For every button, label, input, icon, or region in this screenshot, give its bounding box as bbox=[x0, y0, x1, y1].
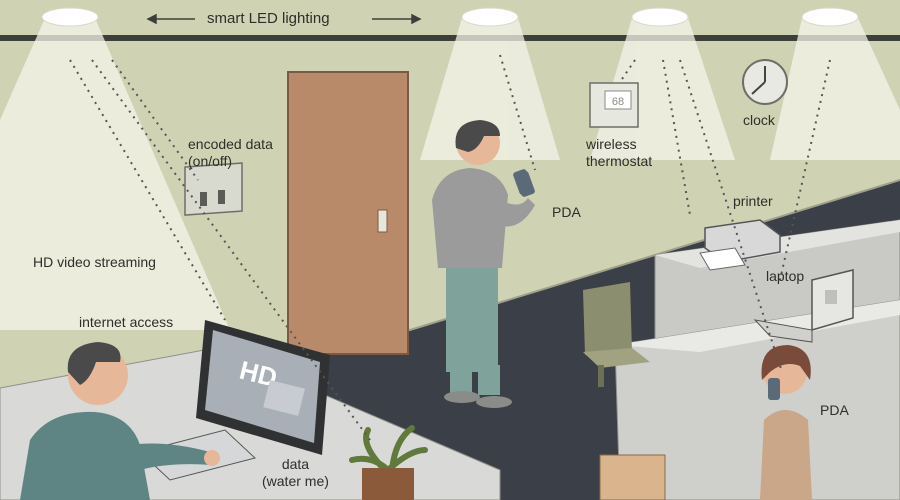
label-clock: clock bbox=[743, 112, 775, 128]
label-internet-access: internet access bbox=[79, 314, 174, 330]
label-encoded-data: encoded data (on/off) bbox=[188, 136, 273, 169]
ceiling-band bbox=[0, 35, 900, 41]
standing-man bbox=[432, 120, 535, 408]
label-data-water-me: data (water me) bbox=[262, 456, 329, 489]
label-smart-led-lighting: smart LED lighting bbox=[207, 10, 330, 27]
label-hd-video-streaming: HD video streaming bbox=[33, 254, 156, 270]
pda-icon bbox=[513, 169, 533, 195]
label-wireless-thermostat: wireless thermostat bbox=[586, 136, 653, 169]
seated-man bbox=[20, 342, 220, 500]
led-arrows bbox=[146, 13, 422, 25]
chair-icon bbox=[583, 282, 650, 387]
thermostat-icon: 68 bbox=[589, 82, 639, 128]
laptop-icon bbox=[753, 269, 854, 343]
printer-icon bbox=[699, 219, 781, 271]
label-pda-seated: PDA bbox=[820, 402, 849, 418]
data-links bbox=[69, 54, 831, 441]
led-ceiling-light bbox=[41, 7, 859, 27]
storage-box bbox=[599, 454, 666, 500]
label-printer: printer bbox=[733, 193, 773, 209]
plant-icon bbox=[349, 425, 428, 500]
seated-woman bbox=[760, 345, 812, 500]
monitor-icon: HD bbox=[196, 320, 330, 455]
door bbox=[287, 71, 409, 355]
label-pda-standing: PDA bbox=[552, 204, 581, 220]
light-switch-icon bbox=[184, 162, 243, 216]
clock-icon bbox=[742, 59, 788, 105]
light-beams bbox=[0, 18, 900, 330]
thermostat-reading: 68 bbox=[612, 96, 624, 108]
label-laptop: laptop bbox=[766, 268, 805, 284]
